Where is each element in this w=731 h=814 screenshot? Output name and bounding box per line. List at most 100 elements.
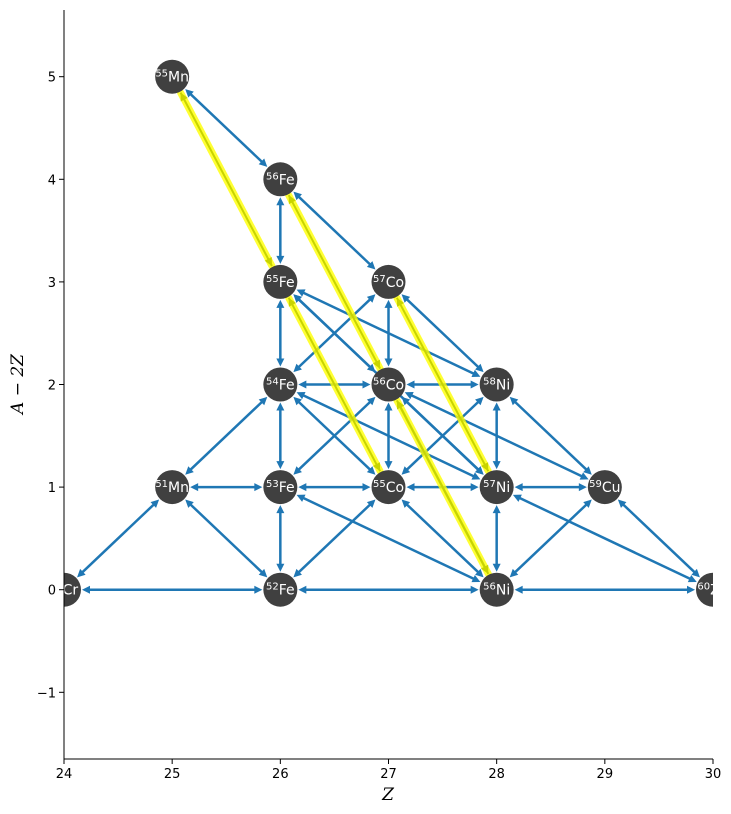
arrow-head xyxy=(475,396,484,406)
arrow-head xyxy=(185,89,194,98)
arrow-head xyxy=(512,494,522,502)
node-element-symbol: Co xyxy=(386,275,404,291)
node-element-symbol: Fe xyxy=(279,275,295,291)
arrow-head xyxy=(293,363,302,373)
node-mass-number: 52 xyxy=(266,582,279,593)
arrow-head xyxy=(401,466,411,475)
edge xyxy=(617,499,700,578)
node-element-symbol: Mn xyxy=(168,70,189,86)
x-tick-label: 24 xyxy=(56,767,73,782)
arrow-head xyxy=(293,568,302,578)
node-mass-number: 55 xyxy=(266,274,279,285)
y-axis-label: A − 2Z xyxy=(8,353,28,416)
arrow-head xyxy=(384,299,393,308)
edge xyxy=(298,483,371,492)
edge xyxy=(509,499,592,578)
edge xyxy=(276,197,285,264)
arrow-head xyxy=(366,499,376,508)
arrow-head xyxy=(396,297,405,307)
x-tick-label: 30 xyxy=(705,767,722,782)
highlighted-edge xyxy=(393,396,492,578)
arrow-head xyxy=(687,585,695,594)
arrow-head xyxy=(296,494,306,502)
edges-layer xyxy=(77,89,700,594)
node-mass-number: 56 xyxy=(483,582,496,593)
y-ticks: −1 0 1 2 3 4 5 xyxy=(37,71,64,701)
edge xyxy=(276,299,285,367)
edge xyxy=(276,505,285,572)
node-label: 55Co xyxy=(373,479,404,496)
arrow-head xyxy=(190,483,199,492)
nucleus-node-55mn: 55Mn xyxy=(155,59,190,94)
node-element-symbol: Fe xyxy=(279,172,295,188)
highlighted-edge xyxy=(393,294,492,475)
arrow-head xyxy=(276,255,285,264)
edge xyxy=(185,89,268,167)
arrow-head xyxy=(296,392,306,400)
arrow-head xyxy=(298,483,307,492)
arrow-head xyxy=(492,563,501,572)
nucleus-node-52fe: 52Fe xyxy=(263,572,298,607)
node-label: 55Fe xyxy=(266,274,295,291)
arrow-head xyxy=(617,499,627,508)
arrow-head xyxy=(481,462,489,472)
edge xyxy=(77,499,160,578)
edge xyxy=(293,191,376,270)
node-circle xyxy=(371,367,406,402)
node-mass-number: 53 xyxy=(266,479,279,490)
node-label: 56Fe xyxy=(266,171,295,188)
arrow-head xyxy=(288,297,296,307)
arrow-head xyxy=(180,92,188,102)
arrow-head xyxy=(481,564,489,574)
arrow-head xyxy=(82,585,90,594)
node-element-symbol: Co xyxy=(386,378,404,394)
nucleus-node-59cu: 59Cu xyxy=(587,470,622,505)
edge xyxy=(185,499,268,578)
arrow-head xyxy=(509,568,519,578)
node-circle xyxy=(155,470,190,505)
arrow-head xyxy=(492,402,501,411)
arrow-head xyxy=(293,396,302,406)
node-label: 52Fe xyxy=(266,582,295,599)
arrow-head xyxy=(296,289,306,297)
arrow-head xyxy=(492,505,501,514)
node-mass-number: 59 xyxy=(589,479,602,490)
x-ticks: 24 25 26 27 28 29 30 xyxy=(56,759,722,782)
nucleus-node-56ni: 56Ni xyxy=(479,572,514,607)
arrow-head xyxy=(475,363,484,373)
arrow-head xyxy=(470,483,479,492)
arrow-head xyxy=(288,195,296,205)
arrow-head xyxy=(470,380,479,389)
y-tick-label: 4 xyxy=(48,173,56,188)
arrow-head xyxy=(406,380,415,389)
edge xyxy=(293,499,376,578)
edge xyxy=(512,494,697,583)
x-tick-label: 27 xyxy=(380,767,397,782)
node-circle xyxy=(263,264,298,299)
node-circle xyxy=(479,367,514,402)
nucleus-node-51mn: 51Mn xyxy=(155,470,190,505)
node-element-symbol: Fe xyxy=(279,583,295,599)
arrow-head xyxy=(366,396,376,406)
node-mass-number: 60 xyxy=(697,582,710,593)
edge xyxy=(492,505,501,572)
arrow-head xyxy=(401,396,411,406)
node-element-symbol: Fe xyxy=(279,378,295,394)
node-element-symbol: Ni xyxy=(496,378,510,394)
nucleus-node-55co: 55Co xyxy=(371,470,406,505)
edge xyxy=(384,402,393,470)
arrow-head xyxy=(578,483,587,492)
arrow-head xyxy=(366,466,376,475)
arrow-head xyxy=(475,568,484,578)
arrow-head xyxy=(401,499,411,508)
node-element-symbol: Cu xyxy=(602,480,621,496)
arrow-head xyxy=(471,369,481,377)
arrow-head xyxy=(185,499,194,508)
arrow-head xyxy=(509,396,519,406)
node-label: 58Ni xyxy=(483,377,510,394)
arrow-head xyxy=(362,483,371,492)
node-label: 53Fe xyxy=(266,479,295,496)
arrow-head xyxy=(298,380,307,389)
arrow-head xyxy=(492,461,501,470)
edge xyxy=(492,402,501,470)
